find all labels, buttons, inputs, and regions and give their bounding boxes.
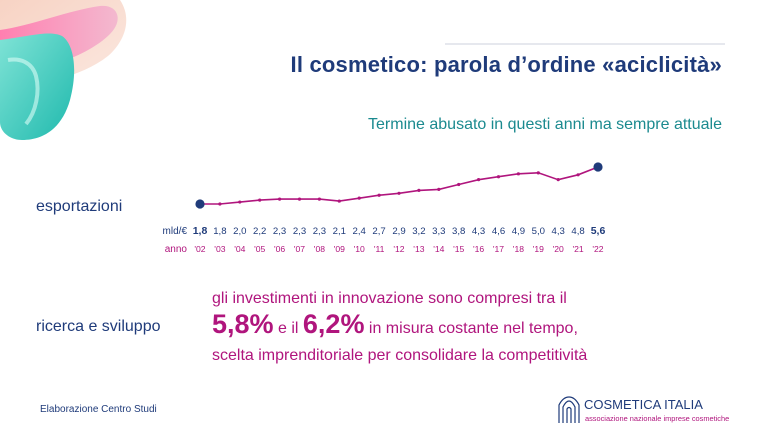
chart-value-label: 2,2 bbox=[253, 226, 266, 237]
chart-value-label: 3,3 bbox=[432, 226, 445, 237]
chart-point bbox=[258, 198, 262, 202]
chart-point bbox=[357, 196, 361, 200]
chart-year-label: '02 bbox=[194, 244, 205, 254]
chart-year-label: '13 bbox=[413, 244, 424, 254]
paint-strokes-decoration bbox=[0, 0, 127, 140]
chart-year-label: '06 bbox=[274, 244, 285, 254]
chart-point bbox=[556, 178, 560, 182]
chart-point bbox=[496, 175, 501, 179]
chart-point bbox=[477, 178, 481, 182]
chart-point bbox=[297, 197, 302, 201]
rd-connector: e il bbox=[278, 320, 299, 337]
export-section-label: esportazioni bbox=[36, 198, 123, 215]
chart-year-label: '04 bbox=[234, 244, 245, 254]
chart-value-label: 2,7 bbox=[372, 226, 385, 237]
chart-value-label: 4,8 bbox=[571, 226, 584, 237]
chart-point bbox=[457, 182, 461, 187]
chart-year-label: '17 bbox=[493, 244, 504, 254]
chart-year-label: '16 bbox=[473, 244, 484, 254]
chart-value-label: 2,4 bbox=[353, 226, 367, 237]
cosmetica-italia-logo: COSMETICA ITALIA associazione nazionale … bbox=[556, 395, 746, 427]
chart-year-label: '19 bbox=[533, 244, 544, 254]
chart-value-label: 4,9 bbox=[512, 226, 525, 237]
chart-year-label: '11 bbox=[374, 244, 385, 254]
rd-pct-low: 5,8% bbox=[212, 309, 274, 339]
chart-value-label: 2,9 bbox=[392, 226, 405, 237]
chart-value-label: 2,3 bbox=[293, 226, 306, 237]
value-row-label: mld/€ bbox=[163, 226, 188, 237]
chart-year-label: '15 bbox=[453, 244, 464, 254]
chart-value-label: 4,3 bbox=[552, 226, 565, 237]
slide-subtitle: Termine abusato in questi anni ma sempre… bbox=[368, 116, 722, 133]
chart-value-label: 4,6 bbox=[492, 226, 505, 237]
chart-value-label: 5,0 bbox=[532, 226, 545, 237]
rd-section-label: ricerca e sviluppo bbox=[36, 318, 161, 335]
title-rule bbox=[445, 43, 725, 45]
chart-point bbox=[437, 187, 441, 191]
chart-value-label: 2,1 bbox=[333, 226, 346, 237]
chart-value-label: 5,6 bbox=[591, 225, 606, 237]
rd-text-line3: scelta imprenditoriale per consolidare l… bbox=[212, 347, 588, 364]
chart-year-label: '14 bbox=[433, 244, 444, 254]
logo-mark-icon bbox=[558, 396, 580, 423]
chart-point bbox=[516, 172, 521, 176]
slide-title: Il cosmetico: parola d’ordine «aciclicit… bbox=[290, 52, 722, 77]
chart-value-label: 2,3 bbox=[313, 226, 326, 237]
chart-value-label: 1,8 bbox=[193, 225, 208, 237]
chart-point bbox=[218, 202, 222, 206]
year-row-label: anno bbox=[165, 244, 188, 255]
chart-point bbox=[337, 199, 341, 203]
chart-point bbox=[238, 200, 242, 204]
chart-year-label: '21 bbox=[572, 244, 583, 254]
chart-endpoint-marker bbox=[195, 199, 205, 209]
rd-line2-tail: in misura costante nel tempo, bbox=[368, 320, 578, 337]
chart-year-label: '07 bbox=[294, 244, 305, 254]
chart-year-label: '03 bbox=[214, 244, 225, 254]
rd-text-line2: 5,8% e il 6,2% in misura costante nel te… bbox=[212, 309, 578, 340]
chart-point bbox=[278, 197, 282, 201]
chart-year-label: '12 bbox=[393, 244, 404, 254]
chart-value-label: 2,3 bbox=[273, 226, 286, 237]
chart-year-label: '08 bbox=[314, 244, 325, 254]
chart-point bbox=[417, 188, 421, 192]
chart-year-label: '20 bbox=[553, 244, 564, 254]
chart-value-label: 4,3 bbox=[472, 226, 485, 237]
chart-point bbox=[397, 191, 401, 195]
chart-point bbox=[576, 173, 580, 177]
logo-name: COSMETICA ITALIA bbox=[584, 397, 703, 412]
chart-point bbox=[317, 197, 321, 201]
chart-value-label: 3,8 bbox=[452, 226, 465, 237]
chart-value-label: 2,0 bbox=[233, 226, 246, 237]
chart-point bbox=[536, 171, 540, 175]
rd-pct-high: 6,2% bbox=[302, 309, 365, 339]
chart-year-label: '05 bbox=[254, 244, 265, 254]
chart-year-label: '09 bbox=[334, 244, 345, 254]
chart-endpoint-marker bbox=[593, 162, 603, 172]
rd-text-line1: gli investimenti in innovazione sono com… bbox=[212, 290, 567, 307]
chart-point bbox=[377, 193, 381, 197]
logo-tagline: associazione nazionale imprese cosmetich… bbox=[585, 414, 730, 423]
chart-year-label: '22 bbox=[592, 244, 603, 254]
chart-year-label: '10 bbox=[354, 244, 365, 254]
footer-note: Elaborazione Centro Studi bbox=[40, 404, 157, 415]
chart-year-label: '18 bbox=[513, 244, 524, 254]
chart-value-label: 1,8 bbox=[213, 226, 226, 237]
chart-value-label: 3,2 bbox=[412, 226, 425, 237]
